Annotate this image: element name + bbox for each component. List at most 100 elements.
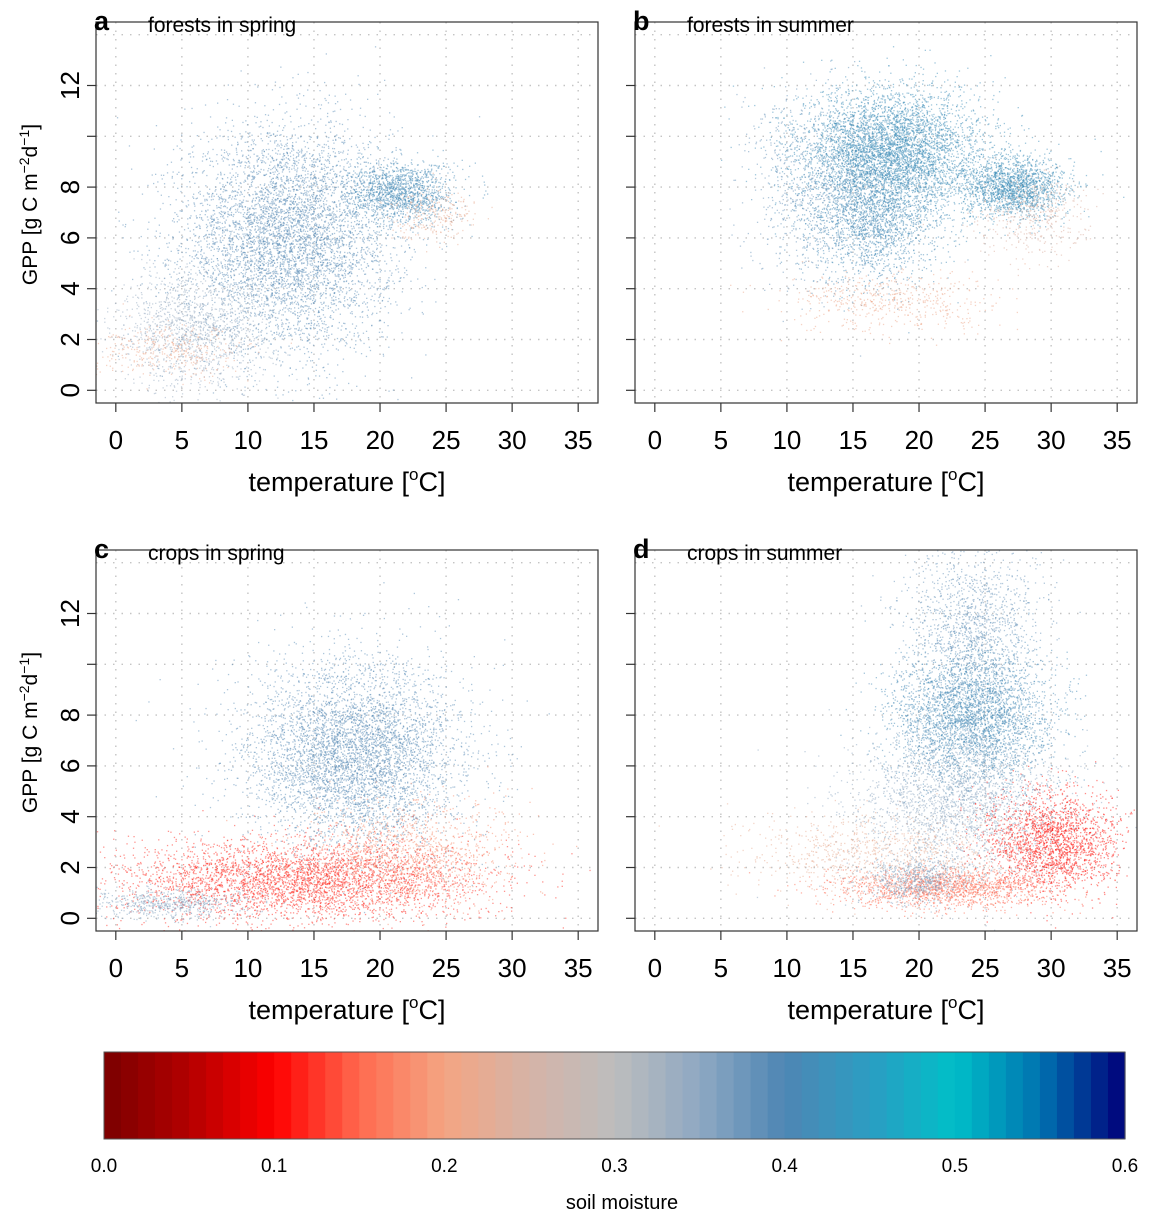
data-point (309, 327, 311, 329)
data-point (235, 179, 237, 181)
data-point (277, 281, 279, 283)
data-point (325, 144, 327, 146)
data-point (260, 254, 262, 256)
data-point (312, 230, 314, 232)
data-point (322, 233, 324, 235)
data-point (410, 259, 412, 261)
data-point (298, 211, 300, 213)
data-point (314, 180, 317, 182)
data-point (301, 198, 303, 201)
data-point (275, 242, 277, 245)
data-point (417, 232, 419, 234)
data-point (226, 190, 228, 192)
data-point (373, 300, 375, 302)
data-point (344, 198, 347, 200)
data-point (284, 302, 286, 304)
data-point (245, 222, 247, 225)
data-point (314, 208, 317, 210)
data-point (259, 227, 261, 229)
data-point (311, 187, 313, 189)
data-point (316, 230, 319, 232)
data-point (303, 346, 305, 348)
data-point (295, 240, 297, 242)
data-point (390, 220, 392, 222)
data-point (293, 234, 295, 237)
data-point (347, 205, 349, 207)
data-point (215, 238, 217, 240)
data-point (262, 218, 264, 220)
data-point (248, 222, 250, 224)
data-point (254, 308, 256, 310)
data-point (167, 268, 169, 270)
data-point (259, 312, 261, 314)
data-point (260, 232, 262, 234)
data-point (318, 275, 321, 277)
data-point (234, 226, 236, 228)
data-point (253, 212, 255, 215)
data-point (319, 253, 321, 255)
data-point (343, 166, 345, 168)
data-point (259, 226, 261, 228)
data-point (325, 53, 327, 55)
data-point (218, 234, 220, 236)
data-point (248, 267, 250, 269)
data-point (292, 232, 294, 234)
data-point (276, 213, 278, 216)
data-point (280, 263, 282, 265)
data-point (376, 208, 378, 211)
data-point (187, 204, 190, 206)
data-point (244, 206, 246, 208)
data-point (258, 244, 260, 246)
data-point (300, 224, 302, 227)
data-point (224, 250, 227, 252)
data-point (322, 177, 324, 179)
data-point (328, 393, 331, 395)
data-point (355, 214, 357, 216)
data-point (339, 225, 342, 228)
data-point (297, 180, 299, 182)
data-point (301, 204, 303, 206)
data-point (209, 224, 212, 226)
data-point (405, 269, 408, 272)
data-point (343, 255, 345, 257)
data-point (280, 300, 282, 303)
data-point (320, 294, 323, 297)
data-point (178, 249, 180, 252)
data-point (268, 148, 270, 151)
data-point (350, 217, 352, 219)
data-point (217, 268, 219, 270)
data-point (330, 263, 332, 265)
data-point (347, 303, 349, 306)
data-point (277, 143, 279, 145)
data-point (176, 221, 178, 223)
data-point (203, 236, 205, 238)
data-point (266, 297, 269, 299)
data-point (327, 188, 329, 190)
data-point (263, 184, 265, 186)
data-point (345, 259, 347, 262)
data-point (239, 293, 241, 295)
data-point (309, 228, 311, 230)
data-point (323, 143, 325, 146)
data-point (290, 217, 292, 219)
data-point (283, 198, 285, 200)
data-point (247, 367, 250, 369)
data-point (235, 224, 237, 226)
data-point (380, 250, 382, 252)
data-point (251, 375, 253, 377)
data-point (367, 239, 369, 241)
data-point (329, 154, 331, 157)
data-point (307, 236, 309, 238)
data-point (210, 225, 212, 227)
data-point (301, 225, 304, 227)
data-point (166, 291, 169, 294)
data-point (269, 134, 271, 137)
data-point (349, 203, 351, 205)
data-point (191, 256, 193, 258)
data-point (258, 246, 260, 248)
data-point (354, 241, 356, 244)
data-point (334, 95, 336, 97)
data-point (318, 310, 320, 312)
data-point (296, 94, 298, 96)
data-point (352, 267, 354, 269)
